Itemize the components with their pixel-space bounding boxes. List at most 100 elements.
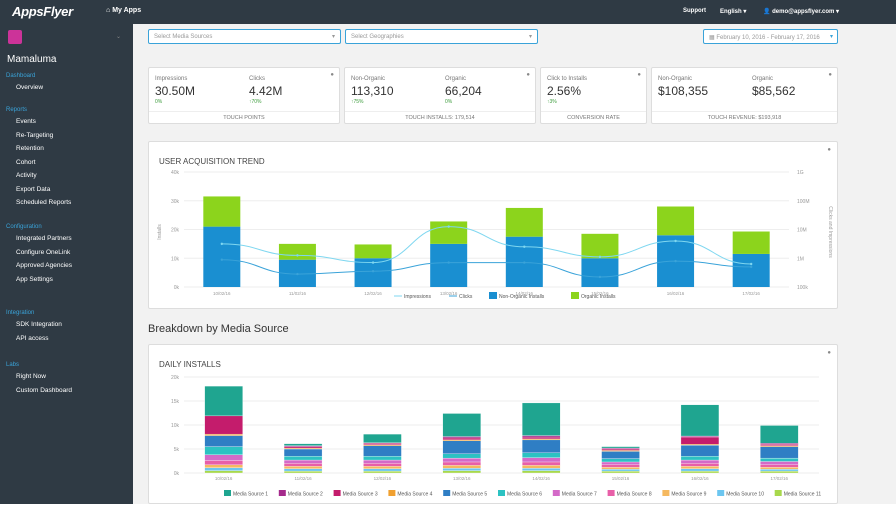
kpi-divider <box>149 111 339 112</box>
breakdown-heading: Breakdown by Media Source <box>148 323 289 335</box>
geographies-select[interactable]: Select Geographies▾ <box>345 29 538 44</box>
sidebar-item-2-0[interactable]: Integrated Partners <box>16 235 72 242</box>
sidebar-item-2-3[interactable]: App Settings <box>16 276 53 283</box>
user-menu[interactable]: 👤 demo@appsflyer.com ▾ <box>763 8 839 15</box>
y-tick-label: 20k <box>171 228 180 234</box>
bar-segment-source-3 <box>602 449 640 450</box>
bar-segment-source-9 <box>205 465 243 468</box>
sidebar-item-1-0[interactable]: Events <box>16 118 36 125</box>
info-icon[interactable]: ● <box>526 72 530 78</box>
bar-organic <box>430 221 467 243</box>
kpi-footer: TOUCH POINTS <box>149 115 339 121</box>
legend-label: Media Source 11 <box>784 492 822 498</box>
point-impressions <box>599 256 601 258</box>
bar-segment-source-9 <box>602 467 640 469</box>
bar-segment-source-7 <box>284 460 322 463</box>
sidebar-item-4-0[interactable]: Right Now <box>16 373 46 380</box>
bar-organic <box>203 196 240 226</box>
sidebar-item-1-2[interactable]: Retention <box>16 145 44 152</box>
bar-segment-source-1 <box>760 425 798 443</box>
info-icon[interactable]: ● <box>637 72 641 78</box>
sidebar-section-0: Dashboard <box>6 73 35 79</box>
kpi-a-label: Click to Installs <box>547 76 587 82</box>
y2-axis-label: Clicks and Impressions <box>827 206 833 258</box>
info-icon[interactable]: ● <box>828 72 832 78</box>
kpi-b-value: 66,204 <box>445 84 482 98</box>
y2-tick-label: 1G <box>797 170 804 176</box>
legend-label: Media Source 2 <box>288 492 323 498</box>
sidebar-item-3-1[interactable]: API access <box>16 335 49 342</box>
bar-segment-source-3 <box>443 438 481 440</box>
geographies-value: Select Geographies <box>351 34 404 40</box>
point-clicks <box>674 260 676 262</box>
sidebar-item-1-3[interactable]: Cohort <box>16 159 36 166</box>
my-apps-link[interactable]: ⌂ My Apps <box>106 7 141 14</box>
sidebar-item-4-1[interactable]: Custom Dashboard <box>16 387 72 394</box>
legend-swatch <box>224 490 231 496</box>
sidebar-item-2-1[interactable]: Configure OneLink <box>16 249 70 256</box>
bar-segment-source-9 <box>284 466 322 468</box>
kpi-a-value: $108,355 <box>658 84 708 98</box>
x-tick-label: 17/02/16 <box>742 291 760 296</box>
date-range-picker[interactable]: ▦ February 10, 2016 - February 17, 2016▾ <box>703 29 838 44</box>
legend-swatch <box>717 490 724 496</box>
bar-segment-source-10 <box>443 468 481 470</box>
bar-segment-source-7 <box>522 458 560 462</box>
caret-down-icon: ▾ <box>830 33 833 40</box>
legend-swatch <box>571 292 579 299</box>
bar-segment-source-3 <box>205 416 243 434</box>
sidebar-item-1-6[interactable]: Scheduled Reports <box>16 199 71 206</box>
bar-segment-source-11 <box>443 471 481 473</box>
sidebar-item-2-2[interactable]: Approved Agencies <box>16 262 72 269</box>
x-tick-label: 10/02/16 <box>213 291 231 296</box>
point-clicks <box>296 273 298 275</box>
bar-segment-source-3 <box>363 443 401 444</box>
y-tick-label: 10k <box>171 256 180 262</box>
sidebar-item-3-0[interactable]: SDK Integration <box>16 321 62 328</box>
bar-segment-source-11 <box>681 471 719 473</box>
bar-non-organic <box>733 254 770 287</box>
point-clicks <box>523 261 525 263</box>
sidebar-section-4: Labs <box>6 362 19 368</box>
point-impressions <box>372 261 374 263</box>
info-icon[interactable]: ● <box>330 72 334 78</box>
bar-segment-source-6 <box>602 459 640 462</box>
app-icon[interactable] <box>8 30 22 44</box>
sidebar-item-1-1[interactable]: Re-Targeting <box>16 132 53 139</box>
sidebar-section-3: Integration <box>6 310 34 316</box>
bar-segment-source-6 <box>284 456 322 460</box>
bar-segment-source-11 <box>363 471 401 473</box>
legend-label: Media Source 3 <box>343 492 378 498</box>
point-clicks <box>750 266 752 268</box>
bar-segment-source-6 <box>522 453 560 458</box>
language-menu[interactable]: English ▾ <box>720 8 746 15</box>
bar-segment-source-8 <box>522 462 560 465</box>
bar-segment-source-5 <box>205 436 243 447</box>
main-content: Select Media Sources▾ Select Geographies… <box>133 24 896 504</box>
bar-segment-source-10 <box>205 468 243 471</box>
bar-segment-source-8 <box>681 463 719 466</box>
bar-non-organic <box>430 244 467 287</box>
bar-segment-source-9 <box>681 466 719 468</box>
legend-swatch <box>498 490 505 496</box>
bar-segment-source-7 <box>205 455 243 461</box>
point-impressions <box>523 246 525 248</box>
media-sources-select[interactable]: Select Media Sources▾ <box>148 29 341 44</box>
x-tick-label: 14/02/16 <box>532 476 550 481</box>
x-tick-label: 17/02/16 <box>771 476 789 481</box>
x-tick-label: 12/02/16 <box>364 291 382 296</box>
sidebar-item-1-5[interactable]: Export Data <box>16 186 50 193</box>
sidebar-item-0-0[interactable]: Overview <box>16 84 43 91</box>
kpi-divider <box>652 111 837 112</box>
sidebar-item-1-4[interactable]: Activity <box>16 172 37 179</box>
y-tick-label: 0k <box>174 285 180 291</box>
appsflyer-logo[interactable]: AppsFlyer <box>12 4 73 19</box>
bar-segment-source-5 <box>602 451 640 458</box>
point-impressions <box>447 225 449 227</box>
legend-swatch <box>489 292 497 299</box>
chevron-down-icon[interactable]: ⌄ <box>116 33 121 40</box>
kpi-a-sub: ↑75% <box>351 99 364 105</box>
support-link[interactable]: Support <box>683 8 706 14</box>
kpi-b-value: 4.42M <box>249 84 282 98</box>
